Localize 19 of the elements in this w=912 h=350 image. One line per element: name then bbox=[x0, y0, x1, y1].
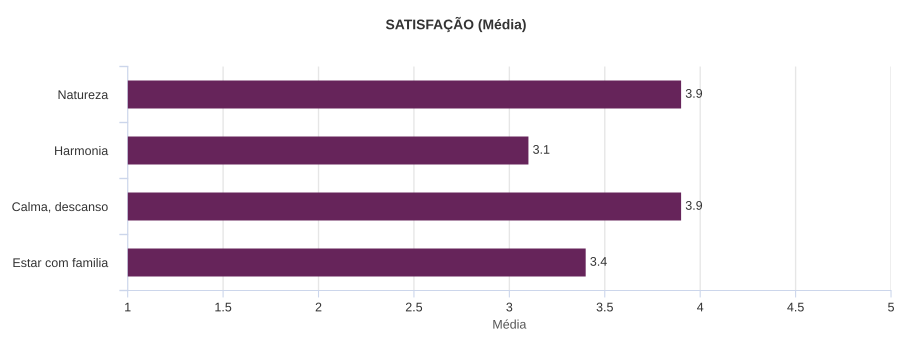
y-tick-label: Estar com familia bbox=[13, 258, 108, 268]
y-tick-label: Harmonia bbox=[55, 146, 108, 156]
x-tick-label: 2.5 bbox=[406, 302, 422, 312]
data-label: 3.1 bbox=[533, 145, 550, 154]
y-tick-label: Calma, descanso bbox=[12, 202, 108, 213]
x-tick-label: 1.5 bbox=[215, 302, 232, 312]
y-tick-label: Natureza bbox=[58, 90, 108, 100]
data-label: 3.9 bbox=[686, 201, 702, 210]
x-tick-label: 3 bbox=[506, 302, 512, 312]
x-tick-label: 2 bbox=[316, 302, 322, 312]
x-tick-label: 1 bbox=[125, 302, 131, 312]
data-label: 3.4 bbox=[590, 257, 607, 266]
x-tick-label: 4 bbox=[697, 302, 704, 312]
chart-title: SATISFAÇÃO (Média) bbox=[386, 16, 526, 32]
x-tick-label: 5 bbox=[888, 302, 894, 312]
data-label: 3.9 bbox=[686, 89, 702, 98]
x-axis-title: Média bbox=[493, 319, 526, 329]
x-tick-label: 4.5 bbox=[787, 302, 804, 312]
x-tick-label: 3.5 bbox=[596, 302, 613, 312]
